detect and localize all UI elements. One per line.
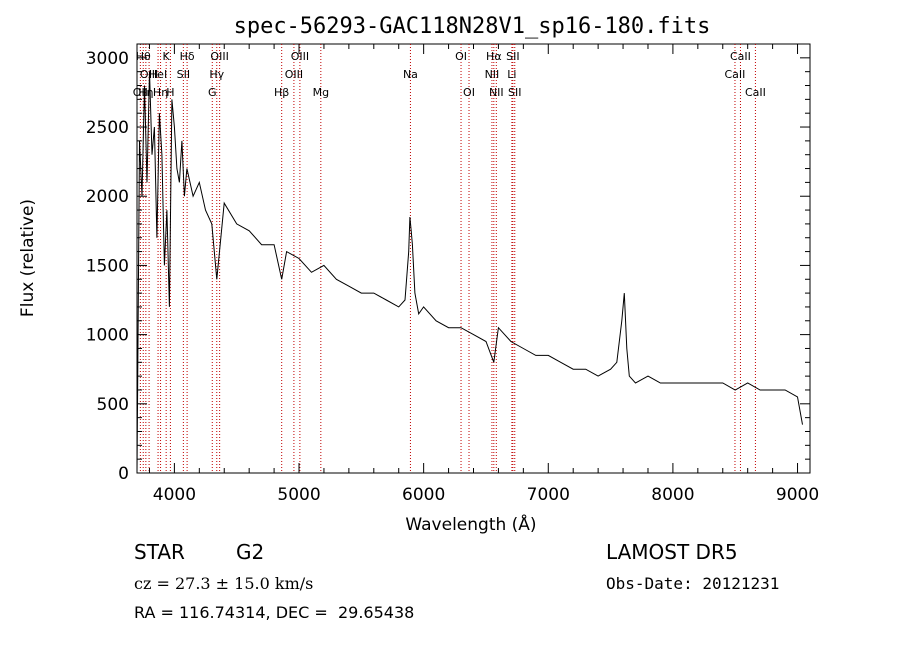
- y-tick-label: 0: [118, 464, 129, 484]
- spectral-line-label: SII: [506, 50, 519, 63]
- y-axis: 0 500 1000 1500 2000 2500 3000: [86, 43, 810, 484]
- spectral-line-markers: [139, 44, 756, 473]
- spectral-line-label: Hδ: [180, 50, 195, 63]
- spectral-line-label: OIII: [210, 50, 228, 63]
- subclass: G2: [236, 540, 265, 564]
- x-tick-label: 6000: [402, 485, 445, 505]
- spectral-line-label: OI: [455, 50, 467, 63]
- object-class: STAR: [134, 540, 185, 564]
- ra-dec: RA = 116.74314, DEC = 29.65438: [134, 603, 415, 622]
- spectral-line-label: Hγ: [209, 68, 224, 81]
- spectral-line-label: K: [163, 50, 171, 63]
- x-tick-label: 8000: [651, 485, 694, 505]
- spectral-line-label: G: [208, 86, 217, 99]
- spectral-line-labels: OIIHθHηOIIIHeIHηKHSIIHδGHγOIIIHβOIIIOIII…: [133, 50, 766, 99]
- chart-title: spec-56293-GAC118N28V1_sp16-180.fits: [234, 14, 711, 39]
- spectral-line-label: NII: [485, 68, 500, 81]
- spectrum-line: [136, 71, 803, 474]
- spectral-line-label: OI: [463, 86, 475, 99]
- spectral-line-label: HeI: [149, 68, 167, 81]
- spectral-line-label: CaII: [730, 50, 751, 63]
- spectral-line-label: CaII: [725, 68, 746, 81]
- spectral-line-label: SII: [177, 68, 190, 81]
- spectral-line-label: Li: [507, 68, 516, 81]
- y-tick-label: 500: [97, 395, 129, 415]
- x-tick-label: 9000: [776, 485, 819, 505]
- y-tick-label: 1500: [86, 256, 129, 276]
- spectral-line-label: SII: [508, 86, 521, 99]
- spectral-line-label: Hα: [486, 50, 502, 63]
- spectral-line-label: OIII: [291, 50, 309, 63]
- plot-frame: [136, 43, 811, 474]
- x-tick-label: 5000: [277, 485, 320, 505]
- y-axis-label: Flux (relative): [18, 199, 38, 317]
- spectral-line-label: Mg: [313, 86, 329, 99]
- observation-date: Obs-Date: 20121231: [606, 574, 780, 593]
- spectral-line-label: Hη: [138, 86, 153, 99]
- x-axis-label: Wavelength (Å): [405, 513, 536, 535]
- spectral-line-label: Hβ: [274, 86, 289, 99]
- x-tick-label: 7000: [527, 485, 570, 505]
- y-tick-label: 2500: [86, 118, 129, 138]
- spectral-line-label: OIII: [285, 68, 303, 81]
- y-tick-label: 1000: [86, 326, 129, 346]
- spectral-line-label: Hη: [153, 86, 168, 99]
- spectral-line-label: CaII: [745, 86, 766, 99]
- y-tick-label: 2000: [86, 187, 129, 207]
- redshift-cz: cz = 27.3 ± 15.0 km/s: [134, 574, 314, 593]
- survey-name: LAMOST DR5: [606, 540, 738, 564]
- y-tick-label: 3000: [86, 49, 129, 69]
- spectral-line-label: NII: [489, 86, 504, 99]
- spectral-line-label: H: [166, 86, 174, 99]
- spectral-line-label: Hθ: [136, 50, 151, 63]
- x-axis: 4000 5000 6000 7000 8000 9000: [148, 44, 819, 505]
- x-tick-label: 4000: [153, 485, 196, 505]
- spectral-line-label: Na: [403, 68, 418, 81]
